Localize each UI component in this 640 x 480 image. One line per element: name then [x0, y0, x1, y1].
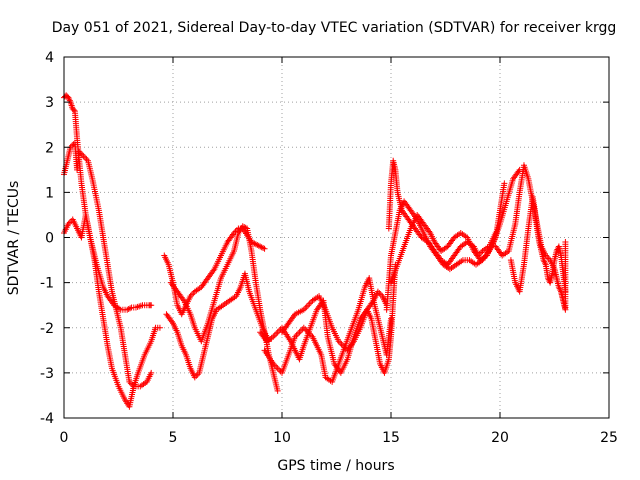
data-point	[127, 305, 134, 312]
series-trace-f	[167, 223, 281, 394]
x-axis-ticks: 0 5 10 15 20 25	[60, 57, 618, 446]
data-point	[261, 245, 268, 252]
series-trace-e	[163, 270, 272, 381]
x-tick-label: 20	[491, 430, 509, 446]
x-tick-label: 10	[273, 430, 291, 446]
y-tick-label: 3	[45, 95, 54, 111]
y-tick-label: 1	[45, 185, 54, 201]
data-point	[70, 107, 77, 114]
series-trace-l	[388, 166, 523, 286]
y-tick-label: -4	[40, 411, 54, 427]
data-point	[501, 180, 508, 187]
y-tick-label: -2	[40, 321, 54, 337]
series-trace-n	[507, 193, 569, 295]
data-point	[260, 245, 267, 252]
plot-frame	[63, 56, 610, 419]
y-tick-label: 0	[45, 231, 54, 247]
y-axis-ticks: -4 -3 -2 -1 0 1 2 3 4	[40, 50, 609, 427]
series-trace-c	[61, 211, 163, 410]
data-point	[148, 302, 155, 309]
data-point	[562, 288, 569, 295]
series-layer	[61, 92, 569, 410]
y-axis-title: SDTVAR / TECUs	[6, 181, 22, 296]
x-tick-label: 0	[60, 430, 69, 446]
chart-title: Day 051 of 2021, Sidereal Day-to-day VTE…	[52, 20, 617, 36]
series-trace-g	[257, 288, 390, 376]
series-trace-k	[383, 180, 508, 313]
y-tick-label: 4	[45, 50, 54, 66]
y-tick-label: 2	[45, 140, 54, 156]
series-trace-b	[61, 139, 155, 390]
x-tick-label: 5	[169, 430, 178, 446]
data-point	[274, 387, 281, 394]
x-axis-title: GPS time / hours	[277, 458, 394, 474]
data-point	[562, 239, 569, 246]
series-trace-h	[261, 275, 394, 385]
gridlines	[64, 57, 609, 418]
y-tick-label: -1	[40, 276, 54, 292]
data-point	[156, 324, 163, 331]
x-tick-label: 25	[600, 430, 618, 446]
y-tick-label: -3	[40, 366, 54, 382]
data-point	[148, 369, 155, 376]
x-tick-label: 15	[382, 430, 400, 446]
data-point	[388, 315, 394, 322]
